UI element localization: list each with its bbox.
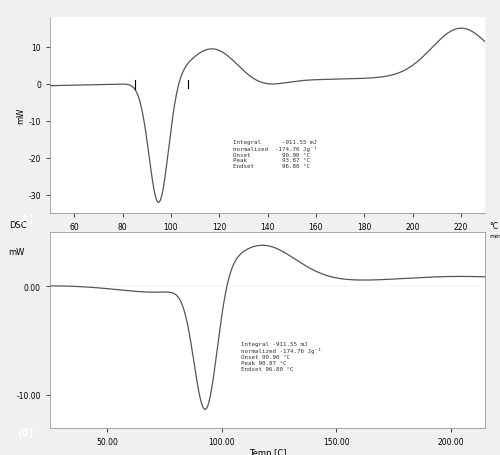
- Text: °C: °C: [490, 222, 498, 231]
- Text: Integral      -911.55 mJ
normalized  -174.76 Jg⁻¹
Onset         90.90 °C
Peak   : Integral -911.55 mJ normalized -174.76 J…: [232, 140, 316, 169]
- Text: DSC: DSC: [8, 220, 26, 229]
- Text: (A): (A): [17, 213, 33, 223]
- Text: (B): (B): [17, 427, 33, 437]
- Y-axis label: mW: mW: [16, 108, 26, 124]
- Text: Integral -911.55 mJ
normalized -174.76 Jg⁻¹
Onset 90.90 °C
Peak 90.87 °C
Endset : Integral -911.55 mJ normalized -174.76 J…: [242, 342, 322, 371]
- X-axis label: Temp [C]: Temp [C]: [249, 449, 286, 455]
- Text: min: min: [490, 233, 500, 238]
- Text: mW: mW: [8, 248, 25, 257]
